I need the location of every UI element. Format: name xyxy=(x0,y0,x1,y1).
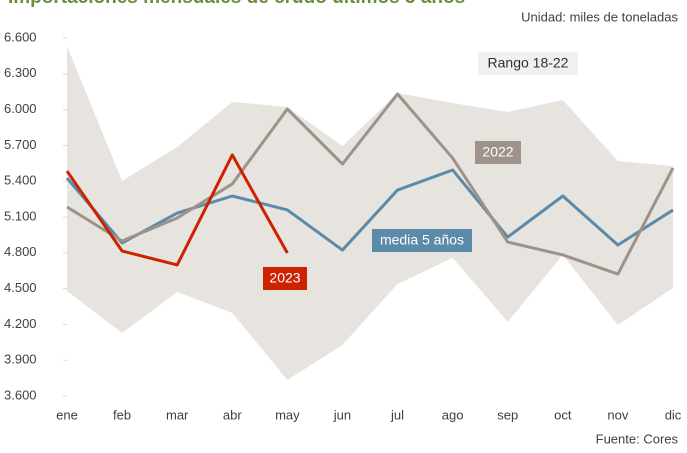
y-tick-label: 4.800 xyxy=(4,244,37,259)
y-tick-label: 5.700 xyxy=(4,137,37,152)
x-tick-label: dic xyxy=(665,407,682,422)
x-tick-label: mar xyxy=(166,407,189,422)
series-label: media 5 años xyxy=(380,232,464,248)
y-tick-label: 6.300 xyxy=(4,65,37,80)
series-label: 2023 xyxy=(269,270,300,286)
x-tick-label: jul xyxy=(390,407,404,422)
chart-title: Importaciones mensuales de crudo últimos… xyxy=(8,0,465,8)
series-label-box xyxy=(475,141,521,164)
x-tick-label: ago xyxy=(442,407,464,422)
source: Fuente: Cores xyxy=(596,431,679,446)
band-label-box xyxy=(478,52,578,75)
x-tick-label: feb xyxy=(113,407,131,422)
band-label: Rango 18-22 xyxy=(488,55,569,71)
x-tick-label: nov xyxy=(607,407,628,422)
series-label: 2022 xyxy=(482,144,513,160)
y-tick-label: 3.600 xyxy=(4,387,37,402)
y-tick-label: 4.200 xyxy=(4,316,37,331)
series-line xyxy=(65,153,289,267)
y-tick-label: 5.400 xyxy=(4,173,37,188)
y-tick-label: 5.100 xyxy=(4,208,37,223)
range-band xyxy=(67,45,673,381)
series-label-box xyxy=(372,229,472,252)
x-tick-label: oct xyxy=(554,407,572,422)
y-tick-label: 3.900 xyxy=(4,352,37,367)
series-label-box xyxy=(263,267,307,290)
series-line xyxy=(65,168,674,252)
y-tick-label: 4.500 xyxy=(4,280,37,295)
x-tick-label: abr xyxy=(223,407,242,422)
x-tick-label: may xyxy=(275,407,300,422)
x-tick-label: jun xyxy=(333,407,351,422)
x-tick-label: ene xyxy=(56,407,78,422)
y-tick-label: 6.600 xyxy=(4,29,37,44)
x-tick-label: sep xyxy=(497,407,518,422)
chart-subtitle: Unidad: miles de toneladas xyxy=(521,9,678,24)
y-tick-label: 6.000 xyxy=(4,101,37,116)
series-line xyxy=(66,92,675,276)
